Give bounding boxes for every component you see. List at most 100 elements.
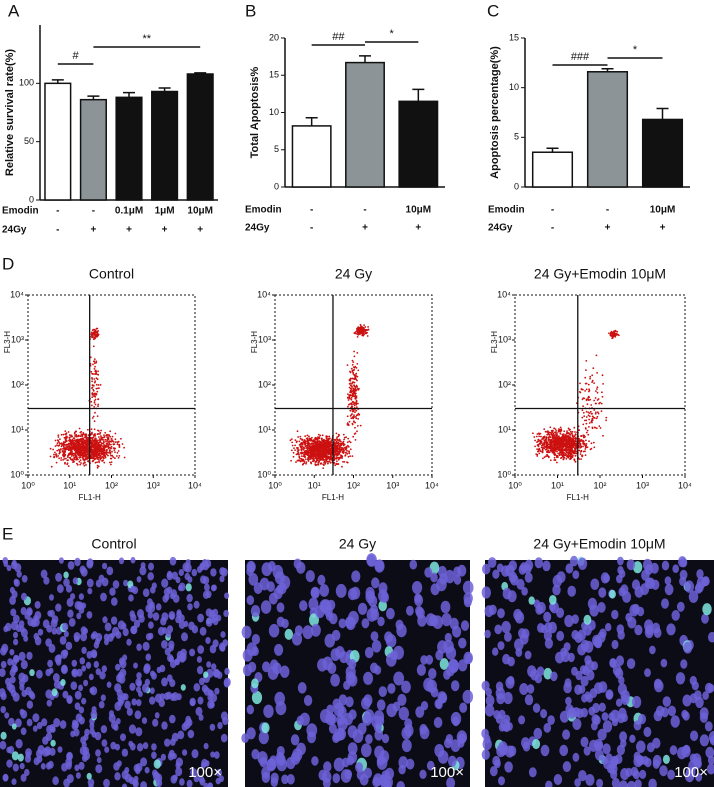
flow-event xyxy=(354,389,356,392)
nucleus xyxy=(23,635,29,642)
flow-event xyxy=(297,450,299,453)
flow-event xyxy=(349,370,351,373)
flow-event xyxy=(71,447,73,450)
flow-event xyxy=(311,449,314,452)
flow-event xyxy=(553,456,556,459)
flow-event xyxy=(68,438,71,440)
x-tick-label: 10⁴ xyxy=(678,480,692,490)
flow-event xyxy=(601,395,604,398)
flow-event xyxy=(118,455,121,457)
flow-event xyxy=(548,451,551,454)
flow-event xyxy=(355,409,358,412)
y-tick-label: 10⁰ xyxy=(497,469,511,479)
flow-event xyxy=(305,446,308,449)
nucleus xyxy=(409,559,418,570)
flow-event xyxy=(367,328,370,331)
flow-event xyxy=(114,441,117,443)
flow-event xyxy=(532,432,534,435)
flow-event xyxy=(93,338,95,340)
nucleus xyxy=(7,658,13,666)
nucleus xyxy=(220,733,228,743)
flow-event xyxy=(351,381,354,383)
panel-label: C xyxy=(487,1,499,20)
flow-event xyxy=(314,461,317,463)
nucleus xyxy=(118,657,125,665)
flow-event xyxy=(341,442,344,444)
condition-label: + xyxy=(126,225,132,236)
nucleus xyxy=(59,720,67,729)
flow-event xyxy=(93,439,96,441)
bar xyxy=(398,100,439,188)
nucleus xyxy=(12,763,19,772)
nucleus xyxy=(21,592,27,601)
flow-event xyxy=(66,443,69,446)
flow-event xyxy=(595,354,598,357)
flow-event xyxy=(305,462,307,465)
flow-event xyxy=(93,381,96,384)
nucleus xyxy=(20,727,27,736)
flow-event xyxy=(52,448,54,451)
nucleus xyxy=(160,617,167,626)
flow-event xyxy=(114,451,116,453)
flow-event xyxy=(76,464,79,466)
flow-event xyxy=(591,419,593,422)
flow-event xyxy=(94,329,97,332)
nucleus xyxy=(207,694,213,701)
nucleus xyxy=(176,609,182,616)
flow-event xyxy=(65,457,67,460)
nucleus xyxy=(71,659,78,667)
flow-event xyxy=(298,455,301,458)
flow-event xyxy=(75,441,78,444)
flow-event xyxy=(564,439,567,442)
flow-event xyxy=(558,428,560,430)
nucleus xyxy=(78,593,84,600)
condition-label: - xyxy=(310,205,313,216)
flow-event xyxy=(100,444,103,447)
y-tick-label: 10² xyxy=(258,379,271,389)
nucleus xyxy=(319,584,330,597)
flow-event xyxy=(117,456,120,459)
flow-event xyxy=(73,448,76,450)
flow-event xyxy=(87,434,90,437)
nucleus xyxy=(193,683,201,692)
nucleus xyxy=(3,625,9,633)
error-bar xyxy=(656,107,669,120)
flow-event xyxy=(322,455,325,458)
flow-event xyxy=(574,448,577,450)
flow-event xyxy=(85,433,88,436)
nucleus xyxy=(62,649,69,657)
flow-event xyxy=(538,432,540,435)
flow-event xyxy=(585,428,587,430)
flow-event xyxy=(354,386,357,389)
flow-event xyxy=(559,440,561,443)
condition-label: - xyxy=(551,205,554,216)
flow-event xyxy=(361,332,364,335)
nucleus xyxy=(161,640,168,649)
nucleus xyxy=(102,616,108,624)
flow-event xyxy=(612,337,614,339)
flow-event xyxy=(542,457,544,460)
condition-label: - xyxy=(56,206,59,217)
flow-event xyxy=(342,452,345,454)
flow-event xyxy=(60,442,62,445)
flow-event xyxy=(302,446,305,449)
flow-event xyxy=(93,401,96,404)
flow-event xyxy=(557,452,560,455)
flow-event xyxy=(325,454,327,456)
nucleus xyxy=(24,754,32,763)
flow-event xyxy=(98,461,100,464)
flow-event xyxy=(326,445,329,448)
flow-event xyxy=(337,458,340,461)
nucleus xyxy=(186,593,193,603)
flow-event xyxy=(567,436,569,439)
flow-event xyxy=(105,450,108,452)
flow-event xyxy=(97,334,100,336)
flow-event xyxy=(78,440,80,443)
nucleus xyxy=(70,593,76,600)
flow-event xyxy=(345,436,347,439)
nucleus xyxy=(32,725,38,732)
flow-event xyxy=(90,400,93,403)
error-bar xyxy=(412,88,425,102)
flow-event xyxy=(54,451,56,454)
flow-event xyxy=(96,446,99,449)
